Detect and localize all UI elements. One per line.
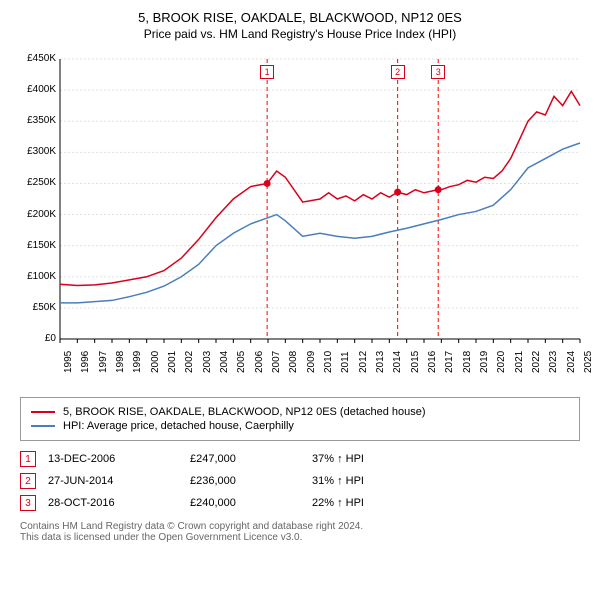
x-tick-label: 2004 (219, 351, 230, 373)
y-tick-label: £50K (12, 302, 56, 313)
x-tick-label: 2018 (462, 351, 473, 373)
x-tick-label: 1997 (98, 351, 109, 373)
transactions-table: 1 13-DEC-2006 £247,000 37% ↑ HPI 2 27-JU… (20, 451, 580, 511)
y-tick-label: £200K (12, 209, 56, 220)
x-tick-label: 2011 (340, 351, 351, 373)
y-tick-label: £150K (12, 240, 56, 251)
x-tick-label: 2000 (150, 351, 161, 373)
x-tick-label: 2010 (323, 351, 334, 373)
transaction-date: 13-DEC-2006 (48, 453, 178, 465)
x-tick-label: 2012 (358, 351, 369, 373)
x-tick-label: 2008 (288, 351, 299, 373)
transaction-marker-1: 1 (20, 451, 36, 467)
transaction-pct: 22% ↑ HPI (312, 497, 412, 509)
footer-line-1: Contains HM Land Registry data © Crown c… (20, 521, 580, 532)
x-tick-label: 2022 (531, 351, 542, 373)
x-tick-label: 2024 (566, 351, 577, 373)
x-tick-label: 1999 (132, 351, 143, 373)
x-tick-label: 2016 (427, 351, 438, 373)
legend-label-hpi: HPI: Average price, detached house, Caer… (63, 420, 294, 432)
x-tick-label: 2023 (548, 351, 559, 373)
legend-swatch-hpi (31, 425, 55, 427)
transaction-date: 27-JUN-2014 (48, 475, 178, 487)
legend-label-property: 5, BROOK RISE, OAKDALE, BLACKWOOD, NP12 … (63, 406, 426, 418)
legend-item-hpi: HPI: Average price, detached house, Caer… (31, 420, 569, 432)
legend: 5, BROOK RISE, OAKDALE, BLACKWOOD, NP12 … (20, 397, 580, 441)
x-tick-label: 2003 (202, 351, 213, 373)
transaction-price: £240,000 (190, 497, 300, 509)
title-line-2: Price paid vs. HM Land Registry's House … (10, 27, 590, 41)
x-tick-label: 2006 (254, 351, 265, 373)
y-tick-label: £350K (12, 115, 56, 126)
x-tick-label: 2013 (375, 351, 386, 373)
x-tick-label: 2019 (479, 351, 490, 373)
transaction-pct: 37% ↑ HPI (312, 453, 412, 465)
title-line-1: 5, BROOK RISE, OAKDALE, BLACKWOOD, NP12 … (10, 10, 590, 25)
price-chart: £0 £50K £100K £150K £200K £250K £300K £350K £400… (10, 49, 590, 389)
transaction-chart-marker: 3 (431, 65, 445, 79)
transaction-row: 3 28-OCT-2016 £240,000 22% ↑ HPI (20, 495, 580, 511)
transaction-row: 2 27-JUN-2014 £236,000 31% ↑ HPI (20, 473, 580, 489)
transaction-price: £247,000 (190, 453, 300, 465)
chart-title-area: 5, BROOK RISE, OAKDALE, BLACKWOOD, NP12 … (10, 10, 590, 41)
transaction-chart-marker: 1 (260, 65, 274, 79)
x-tick-label: 2009 (306, 351, 317, 373)
x-tick-label: 2001 (167, 351, 178, 373)
footer-note: Contains HM Land Registry data © Crown c… (20, 521, 580, 543)
x-tick-label: 2015 (410, 351, 421, 373)
x-tick-label: 2020 (496, 351, 507, 373)
transaction-pct: 31% ↑ HPI (312, 475, 412, 487)
transaction-marker-3: 3 (20, 495, 36, 511)
legend-swatch-property (31, 411, 55, 413)
x-tick-label: 2002 (184, 351, 195, 373)
x-tick-label: 2025 (583, 351, 594, 373)
x-tick-label: 1996 (80, 351, 91, 373)
transaction-date: 28-OCT-2016 (48, 497, 178, 509)
y-tick-label: £100K (12, 271, 56, 282)
x-tick-label: 1998 (115, 351, 126, 373)
transaction-chart-marker: 2 (391, 65, 405, 79)
x-tick-label: 2005 (236, 351, 247, 373)
y-tick-label: £450K (12, 53, 56, 64)
legend-item-property: 5, BROOK RISE, OAKDALE, BLACKWOOD, NP12 … (31, 406, 569, 418)
footer-line-2: This data is licensed under the Open Gov… (20, 532, 580, 543)
x-tick-label: 2007 (271, 351, 282, 373)
transaction-price: £236,000 (190, 475, 300, 487)
x-tick-label: 2014 (392, 351, 403, 373)
x-tick-label: 2021 (514, 351, 525, 373)
y-tick-label: £250K (12, 177, 56, 188)
x-tick-label: 2017 (444, 351, 455, 373)
transaction-row: 1 13-DEC-2006 £247,000 37% ↑ HPI (20, 451, 580, 467)
transaction-marker-2: 2 (20, 473, 36, 489)
y-tick-label: £0 (12, 333, 56, 344)
y-tick-label: £300K (12, 146, 56, 157)
y-tick-label: £400K (12, 84, 56, 95)
x-tick-label: 1995 (63, 351, 74, 373)
